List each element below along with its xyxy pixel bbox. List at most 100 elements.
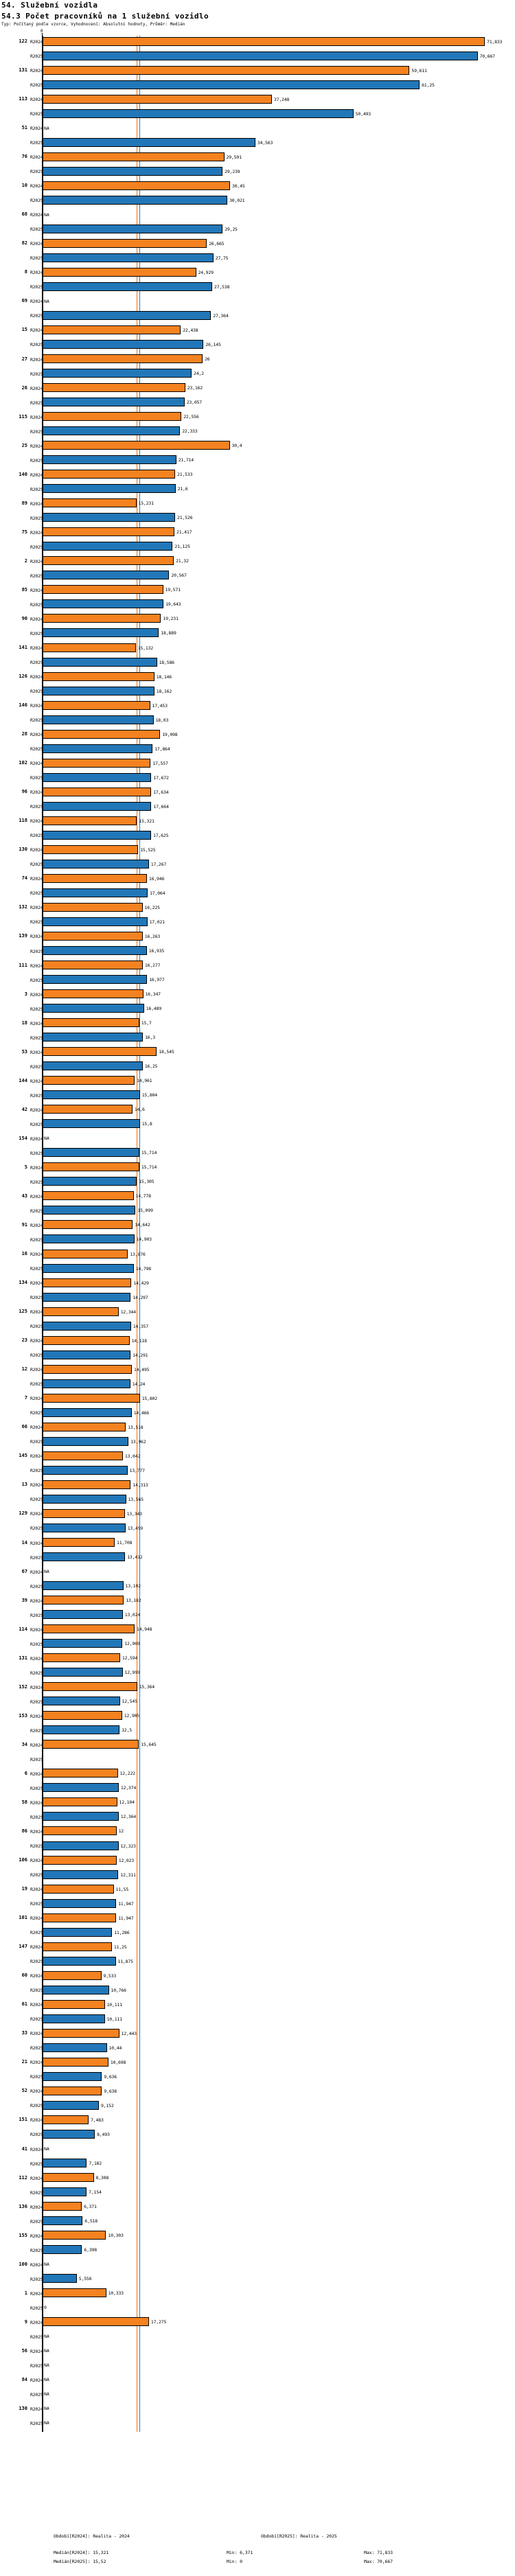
series-label-2025: R2025 xyxy=(30,1410,43,1416)
bar-2024 xyxy=(43,325,181,334)
bar-value-2024: 22,556 xyxy=(183,414,199,420)
series-row-2024: R2024 12,443 xyxy=(0,2027,515,2042)
bar-2025 xyxy=(43,744,153,753)
bar-2024 xyxy=(43,1393,140,1403)
bar-value-2025: 22,333 xyxy=(182,428,198,435)
bar-2025 xyxy=(43,975,148,985)
series-row-2024: R2024 18,545 xyxy=(0,1046,515,1061)
bar-2025 xyxy=(43,1927,113,1937)
chart-row-group: 27 R2024 26 R2025 24,2 xyxy=(0,354,515,382)
bar-value-2025: 21,526 xyxy=(177,515,193,521)
bar-2024 xyxy=(43,1047,157,1057)
bar-2025 xyxy=(43,1292,131,1302)
series-row-2024: R2024 15,132 xyxy=(0,642,515,656)
bar-value-2025: 15,804 xyxy=(141,1092,157,1099)
row-id-label: 21 xyxy=(21,2059,27,2065)
series-label-2025: R2025 xyxy=(30,486,43,492)
series-label-2025: R2025 xyxy=(30,342,43,348)
series-label-2025: R2025 xyxy=(30,1583,43,1589)
bar-2024 xyxy=(43,961,143,970)
row-id-label: 114 xyxy=(19,1626,27,1632)
series-row-2024: R2024 11,55 xyxy=(0,1883,515,1898)
bar-value-2025: 9,152 xyxy=(101,2102,114,2108)
series-row-2024: R2024 NA xyxy=(0,209,515,223)
chart-row-group: 85 R2024 19,571 R2025 19,643 xyxy=(0,584,515,613)
bar-value-2025: 17,064 xyxy=(150,890,165,896)
bar-2025 xyxy=(43,657,157,667)
bar-value-2024: 13,042 xyxy=(124,1453,141,1459)
series-row-2025: R2025 23,057 xyxy=(0,397,515,411)
row-id-label: 106 xyxy=(19,1857,27,1863)
bar-2025 xyxy=(43,1985,109,1994)
row-id-label: 60 xyxy=(21,1973,27,1979)
row-id-label: 111 xyxy=(19,962,27,968)
bar-2024 xyxy=(43,1913,117,1922)
chart-row-group: 74 R2024 16,946 R2025 17,064 xyxy=(0,873,515,901)
series-label-2024: R2024 xyxy=(30,2146,43,2152)
series-row-2025: R2025 11,947 xyxy=(0,1898,515,1912)
bar-2025 xyxy=(43,888,148,897)
series-row-2024: R2024 24,929 xyxy=(0,266,515,281)
series-label-2024: R2024 xyxy=(30,790,43,796)
axis-zero-label: 0 xyxy=(41,29,43,34)
row-id-label: 18 xyxy=(21,1020,27,1026)
series-row-2025: R2025 NA xyxy=(0,2360,515,2374)
series-row-2024: R2024 21,32 xyxy=(0,555,515,570)
bar-na-2024: NA xyxy=(44,1136,49,1142)
bar-2024 xyxy=(43,758,151,768)
chart-row-group: 75 R2024 21,417 R2025 21,125 xyxy=(0,527,515,555)
series-label-2024: R2024 xyxy=(30,645,43,651)
chart-row-group: 14 R2024 11,708 R2025 13,412 xyxy=(0,1537,515,1566)
series-label-2024: R2024 xyxy=(30,847,43,853)
row-id-label: 52 xyxy=(21,2088,27,2094)
chart-row-group: 112 R2024 8,308 R2025 7,154 xyxy=(0,2172,515,2201)
series-label-2024: R2024 xyxy=(30,1309,43,1315)
bar-value-2025: 11,286 xyxy=(114,1929,130,1935)
row-id-label: 25 xyxy=(21,442,27,448)
row-id-label: 27 xyxy=(21,356,27,362)
series-label-2025: R2025 xyxy=(30,573,43,579)
series-row-2024: R2024 17,634 xyxy=(0,786,515,801)
series-label-2025: R2025 xyxy=(30,169,43,175)
row-id-label: 58 xyxy=(21,1799,27,1805)
series-label-2025: R2025 xyxy=(30,890,43,897)
series-row-2025: R2025 13,102 xyxy=(0,1580,515,1595)
axis-zero-tick xyxy=(42,33,43,36)
series-label-2024: R2024 xyxy=(30,1598,43,1604)
series-label-2024: R2024 xyxy=(30,1367,43,1373)
series-row-2025: R2025 12,5 xyxy=(0,1725,515,1739)
bar-value-2025: 14,466 xyxy=(133,1410,149,1416)
bar-2024 xyxy=(43,152,225,161)
series-row-2025: R2025 18,03 xyxy=(0,714,515,728)
series-label-2024: R2024 xyxy=(30,529,43,536)
bar-value-2024: 12,344 xyxy=(120,1309,136,1315)
bar-value-2025: 19,643 xyxy=(165,601,181,608)
series-label-2025: R2025 xyxy=(30,660,43,666)
bar-2025 xyxy=(43,2187,87,2197)
chart-row-group: 154 R2024 NA R2025 15,714 xyxy=(0,1133,515,1162)
row-id-label: 19 xyxy=(21,1886,27,1892)
series-row-2024: R2024 14,961 xyxy=(0,1075,515,1090)
bar-value-2025: 16,935 xyxy=(148,948,165,954)
series-label-2024: R2024 xyxy=(30,2233,43,2239)
bar-2024 xyxy=(43,585,163,595)
series-label-2025: R2025 xyxy=(30,1641,43,1647)
bar-2024 xyxy=(43,1249,128,1258)
bar-value-2025: 34,563 xyxy=(257,139,273,146)
chart-row-group: 114 R2024 14,948 R2025 12,969 xyxy=(0,1624,515,1653)
series-label-2025: R2025 xyxy=(30,1670,43,1676)
bar-value-2025: 14,297 xyxy=(133,1294,148,1300)
bar-value-2025: 17,267 xyxy=(150,861,167,867)
series-row-2024: R2024 NA xyxy=(0,2259,515,2273)
series-label-2025: R2025 xyxy=(30,1006,43,1012)
chart-row-group: 43 R2024 14,778 R2025 15,099 xyxy=(0,1191,515,1219)
bar-value-2025: 29,25 xyxy=(225,226,238,232)
row-id-label: 2 xyxy=(24,557,27,564)
bar-value-2025: 14,798 xyxy=(135,1265,151,1272)
series-row-2024: R2024 15,364 xyxy=(0,1681,515,1696)
bar-value-2025: 27,364 xyxy=(213,312,229,319)
row-id-label: 15 xyxy=(21,327,27,333)
chart-plot-area: 0 122 R2024 71,833 R2025 70,667 131 R2024 59,61… xyxy=(0,29,515,2503)
series-label-2024: R2024 xyxy=(30,1049,43,1055)
row-id-label: 85 xyxy=(21,586,27,593)
